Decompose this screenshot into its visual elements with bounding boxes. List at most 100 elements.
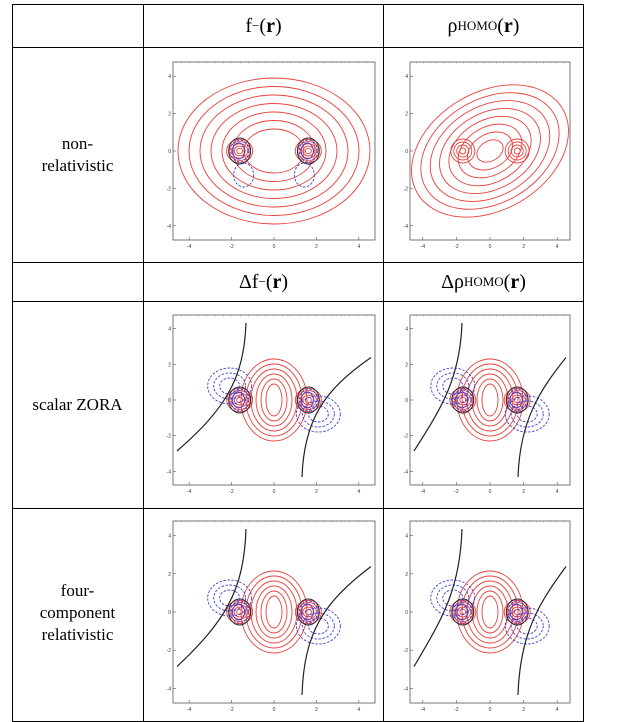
contour-line [509, 603, 523, 621]
contour-line [451, 390, 474, 410]
x-tick-label: 2 [315, 244, 318, 250]
contour-line [219, 377, 241, 395]
contour-line [454, 604, 472, 620]
plot-4c-df: -4 -4 -2 -2 0 0 2 2 4 4 [161, 515, 383, 715]
contour-line [250, 580, 298, 644]
contour-line [228, 602, 251, 622]
zero-contour [176, 528, 247, 668]
x-tick-label: 0 [489, 707, 492, 713]
contour-line [516, 617, 538, 635]
contour-line [250, 368, 298, 432]
contour-line [504, 395, 550, 433]
contour-line [207, 579, 253, 617]
contour-line [304, 396, 312, 404]
y-tick-label: 4 [168, 74, 171, 80]
x-tick-label: -4 [187, 707, 192, 713]
contour-line [442, 589, 464, 607]
y-tick-label: 2 [168, 572, 171, 578]
plot-4c-drho: -4 -4 -2 -2 0 0 2 2 4 4 [398, 515, 578, 715]
contour-line [297, 390, 320, 410]
contour-line [506, 390, 529, 410]
x-tick-label: -4 [187, 489, 192, 495]
x-tick-label: 4 [357, 244, 360, 250]
y-tick-label: -2 [167, 434, 172, 440]
contour-line [228, 137, 252, 165]
x-tick-label: 0 [489, 244, 492, 250]
x-tick-label: 2 [315, 489, 318, 495]
plot-zora-drho: -4 -4 -2 -2 0 0 2 2 4 4 [398, 309, 578, 497]
contour-line [510, 400, 544, 428]
y-tick-label: 4 [405, 534, 408, 540]
contour-line [232, 391, 246, 409]
contour-plot: -4 -4 -2 -2 0 0 2 2 4 4 [404, 520, 571, 713]
contour-line [513, 396, 521, 404]
contour-line [304, 147, 312, 155]
contour-line [300, 142, 314, 160]
contour-line [233, 606, 246, 618]
y-tick-label: 0 [168, 149, 171, 155]
contour-line [439, 107, 541, 195]
contour-line [513, 147, 521, 155]
contour-line [304, 608, 312, 616]
contour-line [476, 139, 504, 163]
y-tick-label: 0 [405, 610, 408, 616]
y-tick-label: -2 [404, 648, 409, 654]
contour-line [260, 378, 288, 422]
contour-plot: -4 -4 -2 -2 0 0 2 2 4 4 [404, 314, 571, 495]
contour-line [231, 604, 249, 620]
contour-line [513, 608, 521, 616]
contour-line [210, 103, 338, 199]
contour-line [508, 604, 526, 620]
x-tick-label: -4 [421, 489, 426, 495]
zero-contour [413, 322, 463, 452]
y-tick-label: 0 [168, 398, 171, 404]
x-tick-label: 4 [357, 489, 360, 495]
contour-plot: -4 -4 -2 -2 0 0 2 2 4 4 [167, 61, 376, 250]
contour-line [507, 388, 527, 412]
contour-plot: -4 -4 -2 -2 0 0 2 2 4 4 [404, 61, 571, 250]
contour-line [230, 139, 250, 163]
contour-line [297, 602, 320, 622]
contour-line [260, 590, 288, 634]
contour-line [461, 363, 519, 437]
contour-line [232, 142, 246, 160]
x-tick-label: 4 [357, 707, 360, 713]
contour-line [508, 392, 526, 408]
y-tick-label: -4 [404, 686, 409, 692]
x-tick-label: -2 [229, 707, 234, 713]
contour-line [411, 84, 569, 218]
header-rho-homo: ρ HOMO(r) [447, 14, 520, 37]
contour-line [429, 100, 551, 202]
contour-line [510, 144, 524, 158]
y-tick-label: 0 [405, 149, 408, 155]
contour-line [243, 128, 305, 174]
x-tick-label: -4 [187, 244, 192, 250]
contour-line [295, 607, 341, 645]
x-tick-label: 0 [273, 489, 276, 495]
contour-line [236, 147, 244, 155]
y-tick-label: 2 [405, 362, 408, 368]
x-tick-label: 2 [522, 244, 525, 250]
contour-line [459, 147, 467, 155]
contour-line [420, 92, 560, 210]
contour-line [232, 603, 246, 621]
y-tick-label: 0 [405, 398, 408, 404]
figure-table: f −(r) ρ HOMO(r) Δf −(r) Δρ HOMO(r) non-rela… [12, 0, 584, 722]
x-tick-label: -2 [229, 489, 234, 495]
contour-plot: -4 -4 -2 -2 0 0 2 2 4 4 [167, 314, 376, 495]
contour-line [231, 143, 249, 159]
contour-line [436, 584, 470, 612]
y-tick-label: 4 [405, 327, 408, 333]
header-delta-f-minus: Δf −(r) [238, 270, 289, 293]
contour-line [255, 585, 293, 639]
contour-line [481, 595, 499, 629]
contour-line [430, 367, 476, 405]
x-tick-label: -4 [421, 707, 426, 713]
contour-line [233, 145, 246, 157]
x-tick-label: 2 [522, 489, 525, 495]
contour-line [451, 602, 474, 622]
y-tick-label: 4 [168, 534, 171, 540]
contour-line [230, 388, 250, 412]
contour-line [299, 604, 317, 620]
contour-line [453, 600, 473, 624]
